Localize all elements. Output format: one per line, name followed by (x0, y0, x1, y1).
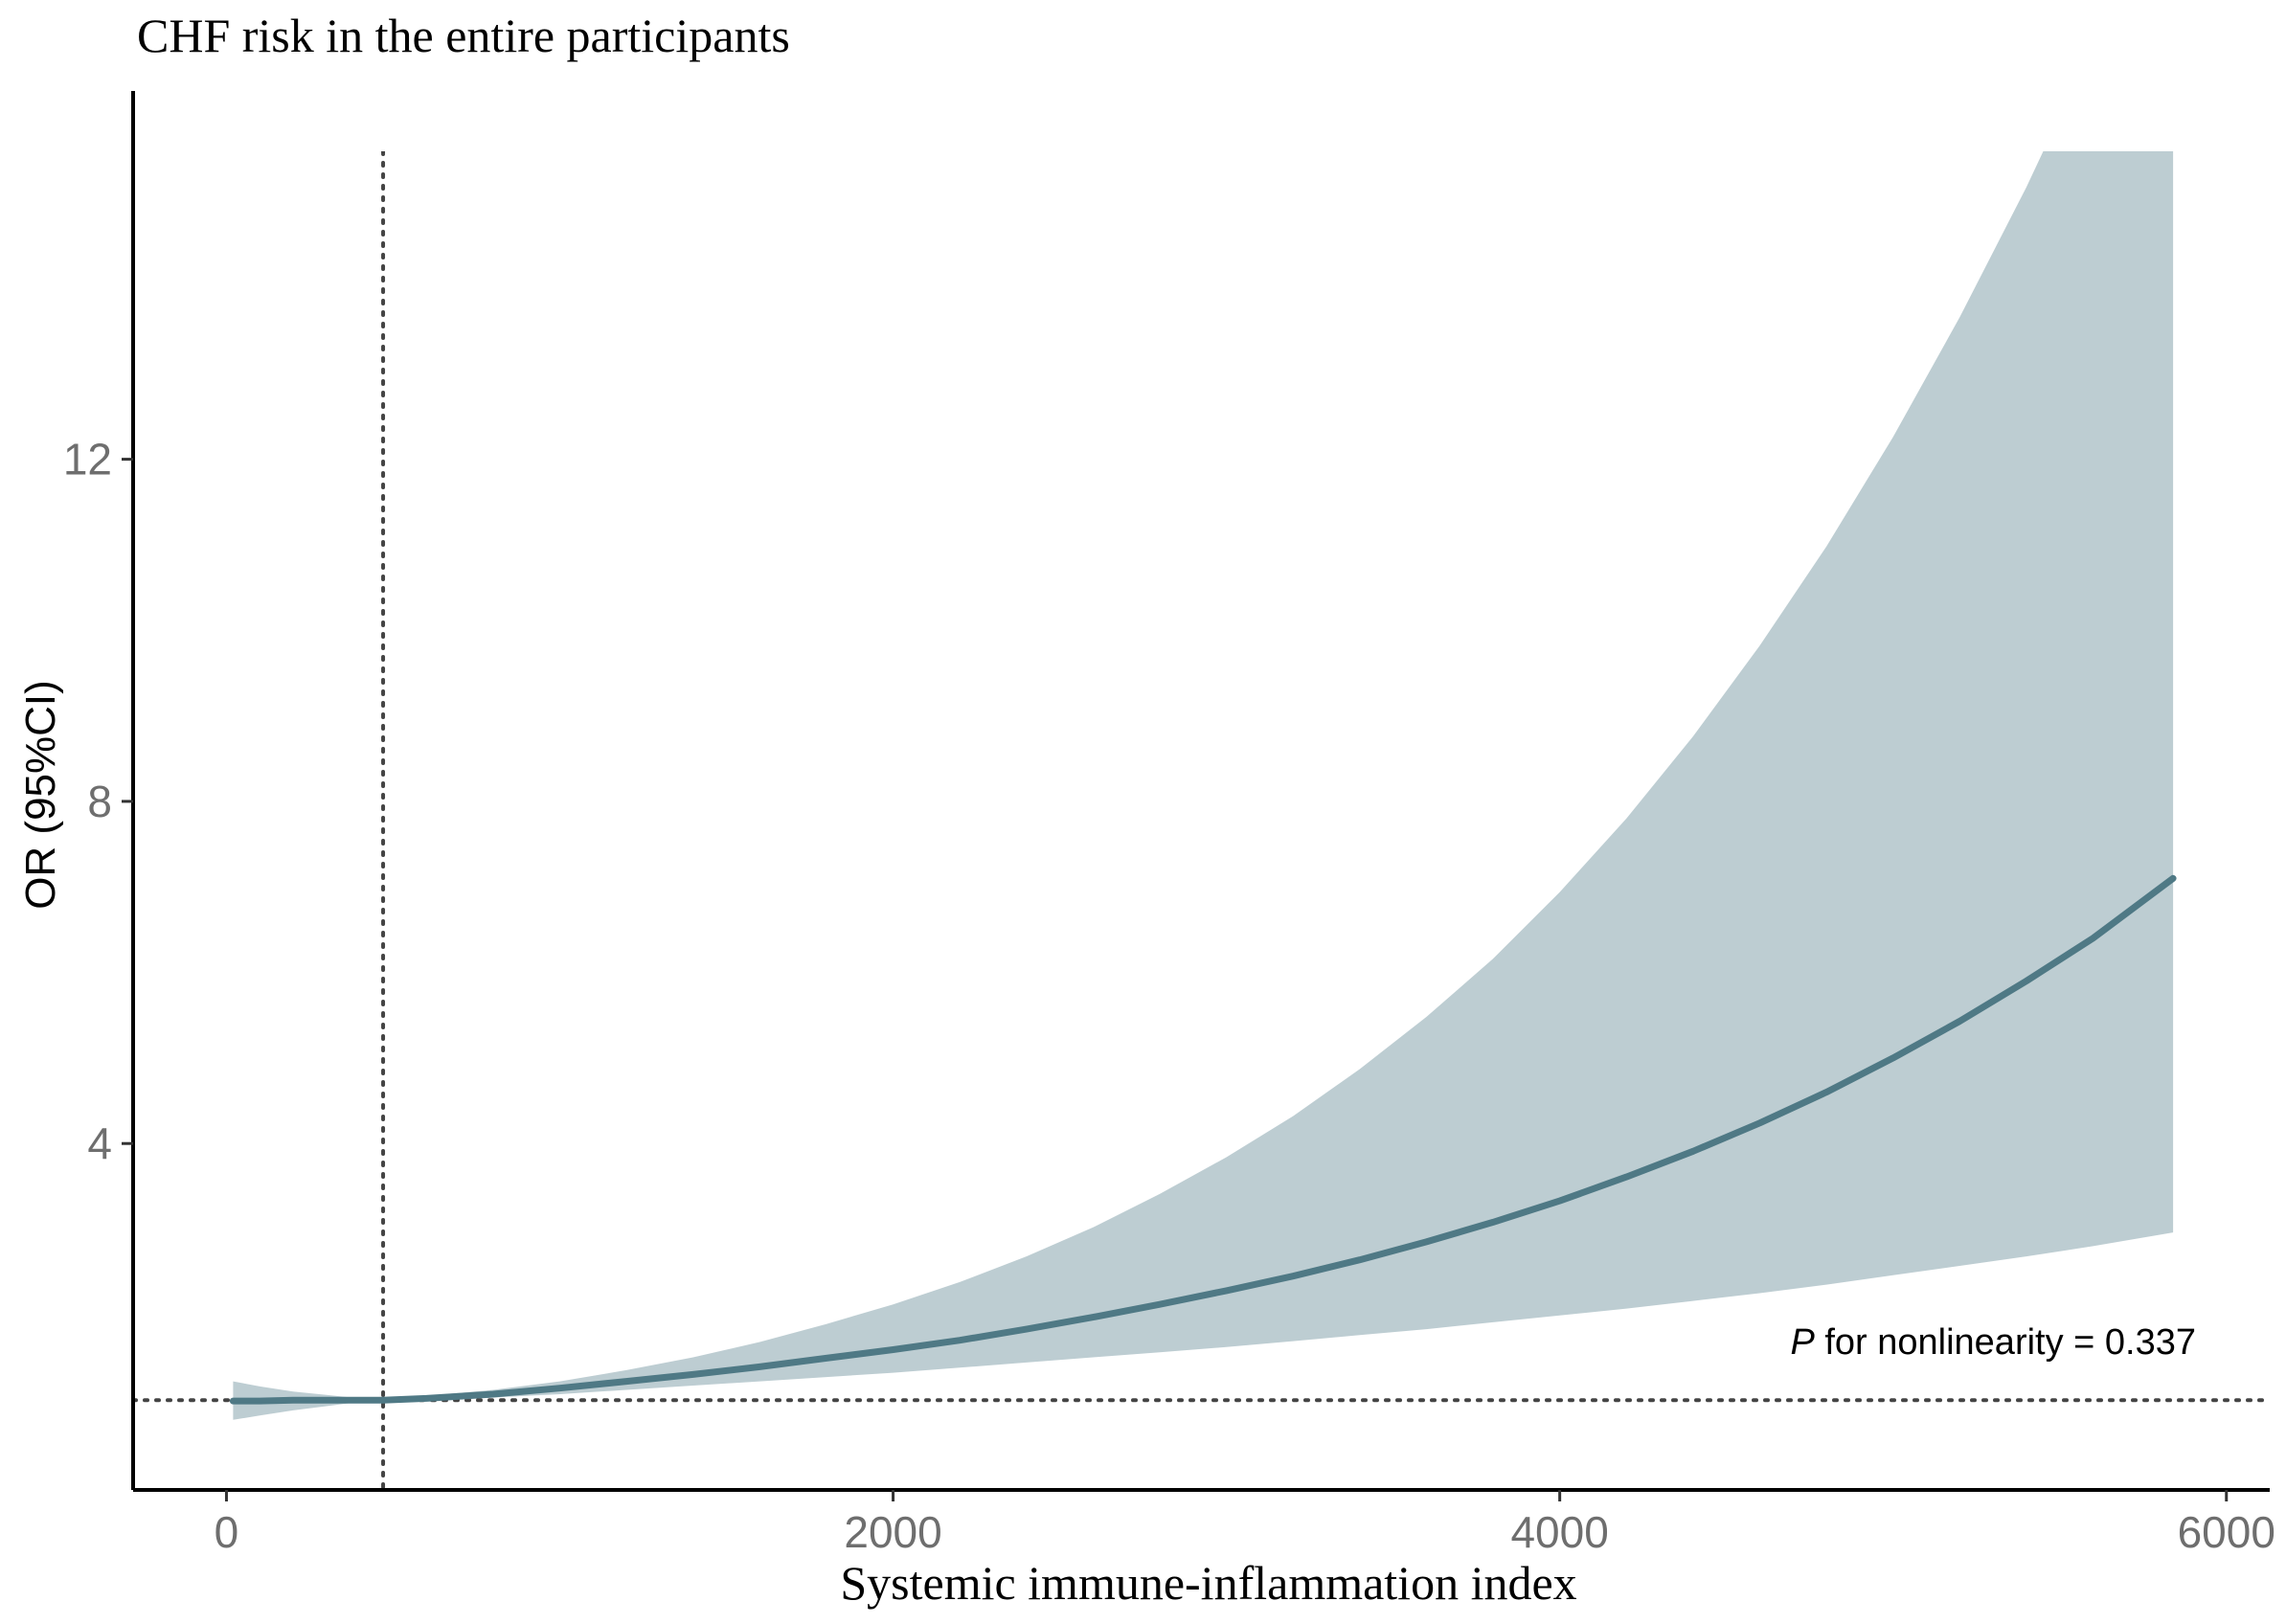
nonlinearity-annotation: P for nonlinearity = 0.337 (1790, 1322, 2196, 1363)
chart-title: CHF risk in the entire participants (137, 9, 790, 62)
y-axis-ticks: 4 8 12 (63, 435, 133, 1168)
confidence-band (233, 151, 2174, 1420)
y-tick-label: 8 (87, 777, 112, 826)
x-axis-label: Systemic immune-inflammation index (840, 1556, 1576, 1610)
x-tick-label: 4000 (1510, 1507, 1608, 1557)
p-symbol: P (1790, 1322, 1815, 1363)
odds-ratio-line (229, 874, 2177, 1405)
y-tick-label: 4 (87, 1118, 112, 1168)
x-tick-label: 6000 (2178, 1507, 2275, 1557)
nonlinearity-text: for nonlinearity = 0.337 (1815, 1322, 2196, 1363)
x-tick-label: 2000 (844, 1507, 941, 1557)
x-axis-ticks: 0 2000 4000 6000 (215, 1490, 2275, 1557)
y-tick-label: 12 (63, 435, 112, 485)
plot-area (133, 151, 2270, 1490)
x-tick-label: 0 (215, 1507, 239, 1557)
y-axis-label: OR (95%CI) (17, 680, 64, 910)
